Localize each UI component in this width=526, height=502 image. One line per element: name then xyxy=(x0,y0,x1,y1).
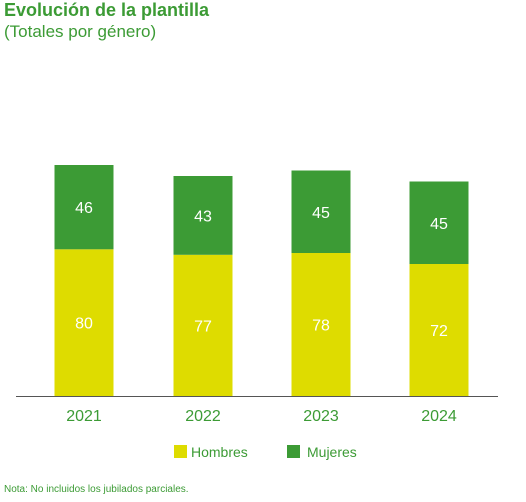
data-label-hombres-2023: 78 xyxy=(312,318,330,335)
bar-hombres-2023 xyxy=(291,253,351,396)
legend-swatch-hombres xyxy=(174,445,187,458)
bar-mujeres-2021 xyxy=(54,165,114,250)
stacked-bar-chart: 80 46 77 43 78 45 72 45 2021 2022 2023 2024 Hombre… xyxy=(16,165,498,460)
data-label-hombres-2021: 80 xyxy=(75,316,93,333)
x-axis-tick-labels: 2021 2022 2023 2024 xyxy=(66,408,457,425)
x-tick-label-2022: 2022 xyxy=(185,408,221,425)
legend-swatch-mujeres xyxy=(287,445,300,458)
x-tick-label-2021: 2021 xyxy=(66,408,102,425)
bar-mujeres-2023 xyxy=(291,170,351,253)
footnote: Nota: No incluidos los jubilados parcial… xyxy=(4,484,189,495)
bar-hombres-2024 xyxy=(409,264,469,396)
data-label-hombres-2022: 77 xyxy=(194,318,212,335)
chart-subtitle: (Totales por género) xyxy=(4,22,157,41)
data-label-mujeres-2022: 43 xyxy=(194,208,212,225)
data-label-hombres-2024: 72 xyxy=(430,323,448,340)
bar-mujeres-2024 xyxy=(409,181,469,264)
legend-label-hombres: Hombres xyxy=(191,444,248,460)
x-tick-label-2023: 2023 xyxy=(303,408,339,425)
data-label-mujeres-2023: 45 xyxy=(312,205,330,222)
legend-label-mujeres: Mujeres xyxy=(307,444,357,460)
bars-layer: 80 46 77 43 78 45 72 45 xyxy=(54,165,469,396)
bar-hombres-2022 xyxy=(173,254,233,396)
legend: Hombres Mujeres xyxy=(174,444,357,460)
bar-mujeres-2022 xyxy=(173,176,233,255)
bar-hombres-2021 xyxy=(54,249,114,396)
x-tick-label-2024: 2024 xyxy=(421,408,457,425)
data-label-mujeres-2021: 46 xyxy=(75,200,93,217)
data-label-mujeres-2024: 45 xyxy=(430,216,448,233)
chart-title: Evolución de la plantilla xyxy=(4,0,210,20)
